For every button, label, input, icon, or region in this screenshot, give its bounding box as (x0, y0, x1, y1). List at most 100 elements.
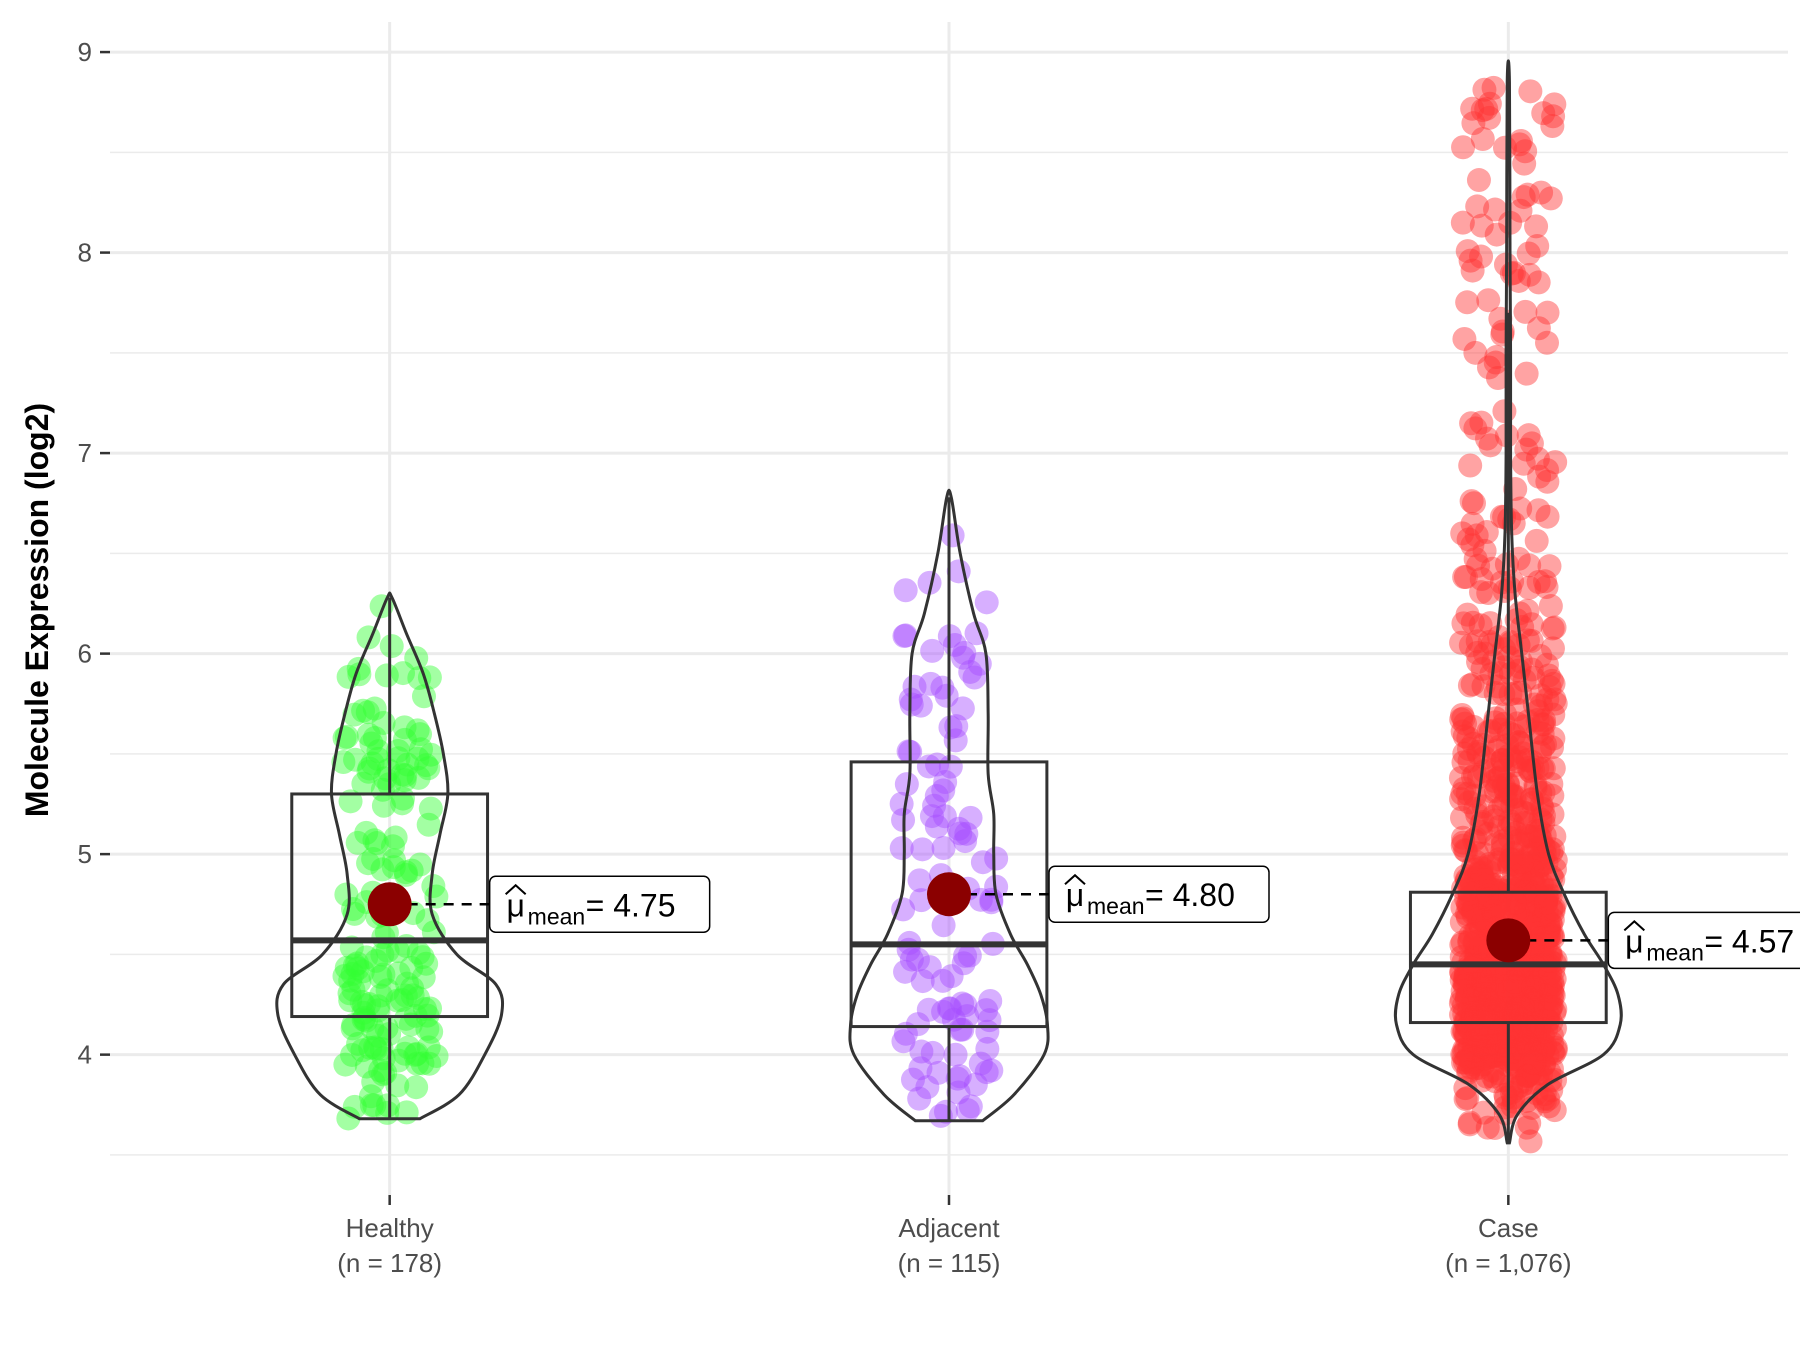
data-point (392, 715, 417, 740)
data-point (1457, 790, 1482, 815)
data-point (1516, 824, 1541, 849)
data-point (902, 674, 927, 699)
data-point (1526, 1061, 1551, 1086)
data-point (1458, 248, 1483, 273)
data-point (346, 1031, 371, 1056)
data-point (1452, 724, 1477, 749)
data-point (1455, 982, 1480, 1007)
data-point (1451, 135, 1476, 160)
data-point (1500, 1039, 1525, 1064)
data-point (334, 882, 359, 907)
data-point (360, 1016, 385, 1041)
data-point (354, 820, 379, 845)
data-point (1519, 905, 1544, 930)
data-point (947, 1064, 972, 1089)
data-point (1456, 1058, 1481, 1083)
data-point (333, 1052, 358, 1077)
data-point (1524, 528, 1549, 553)
data-point (1493, 1085, 1518, 1110)
data-point (1534, 878, 1559, 903)
data-point (1460, 96, 1485, 121)
data-point (1530, 923, 1555, 948)
data-point (1535, 458, 1560, 483)
data-point (1512, 853, 1537, 878)
data-point (1495, 978, 1520, 1003)
data-point (1542, 615, 1567, 640)
data-point (1470, 98, 1495, 123)
data-point (1536, 910, 1561, 935)
data-point (1540, 114, 1565, 139)
data-point (1487, 815, 1512, 840)
data-point (1543, 1035, 1568, 1060)
data-point (1540, 636, 1565, 661)
data-point (1516, 985, 1541, 1010)
violin-outline (1393, 59, 1623, 1145)
data-point (1481, 1020, 1506, 1045)
data-point (1462, 986, 1487, 1011)
data-point (1455, 1085, 1480, 1110)
data-point (407, 722, 432, 747)
data-point (356, 722, 381, 747)
data-point (1453, 972, 1478, 997)
data-point (1462, 1046, 1487, 1071)
data-point (934, 683, 959, 708)
data-point (1452, 971, 1477, 996)
data-point (1511, 451, 1536, 476)
data-point (1539, 993, 1564, 1018)
data-point (392, 727, 417, 752)
data-point (332, 963, 357, 988)
data-point (1497, 1038, 1522, 1063)
data-point (1469, 213, 1494, 238)
data-point (1472, 77, 1497, 102)
data-point (1516, 423, 1541, 448)
data-point (1484, 345, 1509, 370)
data-point (1476, 1000, 1501, 1025)
data-point (1451, 993, 1476, 1018)
data-point (1453, 711, 1478, 736)
data-point (1521, 1033, 1546, 1058)
data-point (1454, 1021, 1479, 1046)
data-point (1513, 139, 1538, 164)
data-point (1466, 168, 1491, 193)
data-point (1466, 910, 1491, 935)
data-point (1520, 842, 1545, 867)
data-point (1475, 1115, 1500, 1140)
data-point (1510, 994, 1535, 1019)
data-point (951, 645, 976, 670)
data-point (1483, 197, 1508, 222)
data-point (1527, 845, 1552, 870)
data-point (1478, 1044, 1503, 1069)
data-point (1536, 964, 1561, 989)
y-axis-title: Molecule Expression (log2) (19, 403, 55, 817)
data-point (1542, 824, 1567, 849)
box (1408, 890, 1608, 1025)
data-point (1492, 399, 1517, 424)
data-point (1511, 1037, 1536, 1062)
data-point (1492, 637, 1517, 662)
data-point (1449, 910, 1474, 935)
data-point (958, 659, 983, 684)
data-point (1520, 1050, 1545, 1075)
data-point (1535, 469, 1560, 494)
data-point (352, 992, 377, 1017)
data-point (1449, 987, 1474, 1012)
data-point (1491, 655, 1516, 680)
data-point (1503, 1014, 1528, 1039)
data-point (1450, 1019, 1475, 1044)
data-point (1492, 1002, 1517, 1027)
data-point (1498, 847, 1523, 872)
data-point (1526, 270, 1551, 295)
data-point (1468, 987, 1493, 1012)
data-point (1498, 1002, 1523, 1027)
data-point (1520, 1015, 1545, 1040)
data-point (358, 1035, 383, 1060)
data-point (1482, 757, 1507, 782)
data-point (1525, 707, 1550, 732)
data-point (1454, 984, 1479, 1009)
data-point (340, 1016, 365, 1041)
data-point (1519, 985, 1544, 1010)
data-point (1494, 995, 1519, 1020)
data-point (393, 1041, 418, 1066)
data-point (1543, 691, 1568, 716)
data-point (406, 940, 431, 965)
